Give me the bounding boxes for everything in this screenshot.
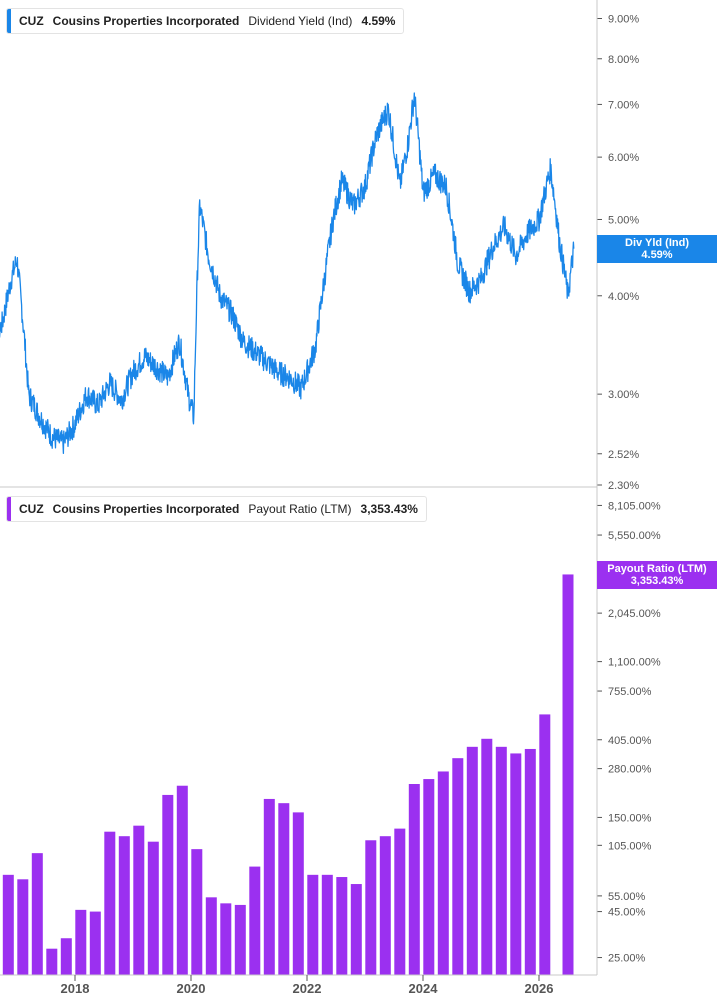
x-tick-label: 2020 (177, 981, 206, 996)
payout-ratio-legend[interactable]: CUZ Cousins Properties Incorporated Payo… (6, 496, 427, 522)
x-tick-label: 2018 (61, 981, 90, 996)
payout-ratio-bar (17, 879, 29, 975)
payout-ratio-bar (249, 866, 261, 975)
payout-ratio-y-tick-label: 8,105.00% (608, 500, 661, 512)
payout-ratio-bar (220, 903, 232, 975)
payout-ratio-y-tick-label: 280.00% (608, 764, 652, 776)
payout-ratio-bar (495, 746, 507, 975)
payout-ratio-bar (292, 812, 304, 975)
payout-ratio-bar (133, 825, 145, 975)
dividend-yield-y-tick-label: 4.00% (608, 291, 639, 303)
payout-ratio-bar (176, 785, 188, 975)
payout-ratio-bar (278, 803, 290, 975)
payout-ratio-y-axis: 8,105.00% 5,550.00% 2,045.00% 1,100.00% 755.… (597, 500, 661, 965)
dividend-yield-legend[interactable]: CUZ Cousins Properties Incorporated Divi… (6, 8, 405, 34)
payout-ratio-bar (118, 836, 130, 975)
payout-ratio-bar (562, 574, 574, 975)
dividend-yield-y-axis: 9.00% 8.00% 7.00% 6.00% 5.00% 4.00% 3.00% 2.52%… (597, 13, 639, 492)
badge-label: Div Yld (Ind) (625, 236, 689, 249)
payout-ratio-panel: 8,105.00% 5,550.00% 2,045.00% 1,100.00% 755.… (2, 500, 661, 975)
dividend-yield-badge: Div Yld (Ind) 4.59% (597, 234, 717, 263)
payout-ratio-bar (524, 748, 536, 975)
payout-ratio-bar (408, 784, 420, 975)
payout-ratio-bar (452, 758, 464, 975)
payout-ratio-y-tick-label: 150.00% (608, 812, 652, 824)
legend-company: Cousins Properties Incorporated (52, 14, 240, 28)
payout-ratio-bar (46, 948, 58, 975)
payout-ratio-bar (89, 911, 101, 975)
payout-ratio-bar (379, 836, 391, 975)
payout-ratio-bar (365, 840, 377, 975)
payout-ratio-bar (321, 874, 333, 975)
badge-value: 3,353.43% (630, 575, 684, 588)
dividend-yield-legend-swatch (7, 9, 11, 33)
dividend-yield-y-tick-label: 3.00% (608, 389, 639, 401)
dividend-yield-y-tick-label: 2.30% (608, 480, 639, 492)
payout-ratio-y-tick-label: 405.00% (608, 735, 652, 747)
payout-ratio-bar (60, 938, 72, 975)
payout-ratio-bar (75, 909, 87, 975)
legend-metric: Dividend Yield (Ind) (248, 14, 353, 28)
payout-ratio-y-tick-label: 755.00% (608, 686, 652, 698)
payout-ratio-y-tick-label: 45.00% (608, 907, 646, 919)
payout-ratio-bar (336, 877, 348, 975)
payout-ratio-bar (147, 841, 159, 975)
payout-ratio-bar (466, 746, 478, 975)
payout-ratio-bar (31, 853, 43, 975)
x-tick-label: 2026 (525, 981, 554, 996)
payout-ratio-bar (191, 849, 203, 975)
badge-value: 4.59% (641, 248, 673, 261)
legend-metric: Payout Ratio (LTM) (248, 502, 352, 516)
dividend-yield-y-tick-label: 8.00% (608, 54, 639, 66)
x-tick-label: 2022 (293, 981, 322, 996)
dividend-yield-y-tick-label: 7.00% (608, 99, 639, 111)
x-axis: 2018 2020 2022 2024 2026 (61, 975, 554, 996)
payout-ratio-bar (510, 753, 522, 975)
payout-ratio-bar (423, 779, 435, 975)
payout-ratio-y-tick-label: 25.00% (608, 953, 646, 965)
dividend-yield-y-tick-label: 2.52% (608, 449, 639, 461)
payout-ratio-bar (205, 897, 217, 975)
legend-company: Cousins Properties Incorporated (52, 502, 240, 516)
dividend-yield-panel: 9.00% 8.00% 7.00% 6.00% 5.00% 4.00% 3.00% 2.52%… (0, 13, 639, 492)
dividend-yield-line (0, 92, 575, 455)
payout-ratio-bar (234, 904, 246, 975)
payout-ratio-bar (307, 874, 319, 975)
payout-ratio-bar (437, 771, 449, 975)
payout-ratio-y-tick-label: 1,100.00% (608, 657, 661, 669)
payout-ratio-bar (104, 831, 116, 975)
payout-ratio-legend-swatch (7, 497, 11, 521)
payout-ratio-bar (350, 884, 362, 975)
payout-ratio-y-tick-label: 2,045.00% (608, 608, 661, 620)
x-tick-label: 2024 (409, 981, 439, 996)
payout-ratio-bar (539, 714, 551, 975)
dividend-yield-y-tick-label: 6.00% (608, 152, 639, 164)
payout-ratio-bar (263, 798, 275, 975)
payout-ratio-y-tick-label: 105.00% (608, 840, 652, 852)
legend-value: 4.59% (361, 14, 396, 28)
legend-ticker: CUZ (19, 502, 44, 516)
payout-ratio-badge: Payout Ratio (LTM) 3,353.43% (597, 561, 717, 590)
payout-ratio-bar (162, 794, 174, 975)
payout-ratio-y-tick-label: 5,550.00% (608, 530, 661, 542)
dividend-yield-y-tick-label: 5.00% (608, 214, 639, 226)
payout-ratio-bar (394, 828, 406, 975)
payout-ratio-bar (481, 738, 493, 975)
payout-ratio-y-tick-label: 55.00% (608, 891, 646, 903)
badge-label: Payout Ratio (LTM) (607, 563, 707, 576)
legend-ticker: CUZ (19, 14, 44, 28)
payout-ratio-bars (2, 574, 574, 975)
payout-ratio-bar (2, 874, 14, 975)
legend-value: 3,353.43% (360, 502, 418, 516)
dividend-yield-y-tick-label: 9.00% (608, 13, 639, 25)
